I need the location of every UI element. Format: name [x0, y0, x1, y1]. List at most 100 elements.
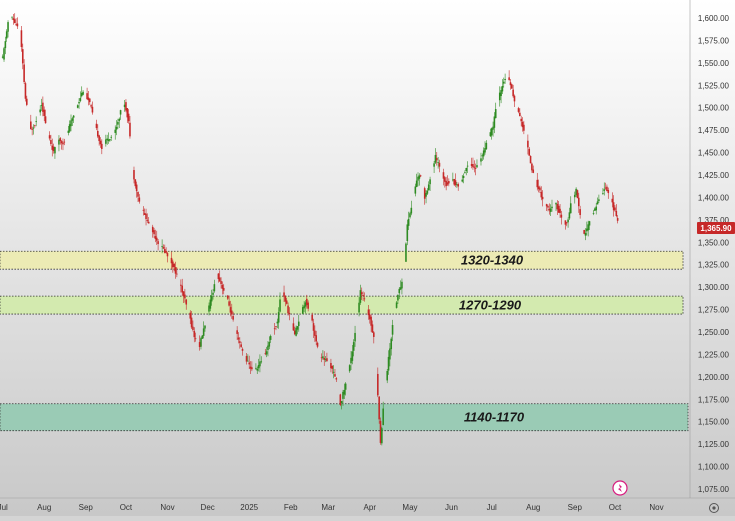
candle-body [98, 135, 100, 142]
price-tick-label: 1,275.00 [698, 306, 730, 315]
candle-body [34, 125, 36, 127]
candle-body [322, 356, 324, 359]
candle-body [79, 98, 82, 101]
candle-body [425, 193, 427, 197]
candle-body [185, 299, 188, 305]
candle-body [306, 298, 308, 305]
candle-body [76, 105, 79, 108]
candle-body [438, 162, 441, 167]
candle-body [315, 335, 317, 342]
candle-body [115, 126, 118, 130]
price-tick-label: 1,150.00 [698, 418, 730, 427]
candle-body [537, 186, 540, 190]
candle-body [293, 330, 296, 335]
candle-body [500, 90, 502, 97]
settings-icon[interactable] [709, 503, 719, 513]
candle-body [452, 179, 454, 181]
candle-body [30, 121, 32, 130]
candle-body [379, 420, 382, 443]
candle-body [474, 168, 477, 169]
candle-body [157, 241, 159, 245]
candle-body [489, 132, 492, 137]
candle-body [462, 175, 465, 178]
time-tick-label: Oct [120, 503, 133, 512]
candle-body [202, 328, 205, 336]
candle-body [127, 113, 130, 122]
zone-label: 1270-1290 [459, 298, 522, 313]
candle-body [154, 236, 157, 240]
candle-body [24, 83, 27, 99]
candle-body [40, 105, 43, 106]
candle-body [576, 190, 579, 199]
candle-body [70, 120, 72, 127]
candle-body [265, 351, 268, 355]
candle-body [490, 128, 493, 136]
candle-body [142, 209, 145, 211]
time-tick-label: Nov [160, 503, 174, 512]
price-tick-label: 1,250.00 [698, 328, 730, 337]
candle-body [241, 348, 244, 351]
candle-body [307, 302, 309, 309]
time-tick-label: Oct [609, 503, 622, 512]
candle-body [217, 273, 220, 280]
candle-body [344, 383, 347, 390]
candle-body [230, 310, 233, 315]
candle-body [596, 201, 599, 205]
candle-body [509, 82, 512, 86]
candle-body [54, 147, 56, 154]
candle-body [555, 203, 557, 205]
time-tick-label: May [402, 503, 417, 512]
candle-body [118, 118, 121, 121]
candle-body [331, 365, 334, 369]
price-tick-label: 1,075.00 [698, 485, 730, 494]
candle-body [137, 191, 139, 197]
candle-body [123, 104, 126, 108]
candle-body [134, 179, 137, 187]
candle-body [256, 368, 259, 371]
candle-body [568, 212, 571, 219]
candle-body [248, 362, 251, 365]
candle-body [326, 358, 328, 362]
candle-body [80, 92, 83, 97]
candle-body [284, 296, 287, 302]
candles [1, 13, 619, 446]
candle-body [358, 302, 360, 313]
candle-body [44, 116, 47, 124]
candle-body [200, 338, 202, 347]
support-zones: 1320-1340 1270-1290 1140-1170 [0, 250, 689, 432]
candle-body [362, 294, 364, 297]
candle-body [1, 56, 4, 58]
time-axis[interactable]: Jul Aug Sep Oct Nov Dec 2025 Feb Mar Apr May Jun Jul… [0, 503, 664, 512]
candle-body [60, 141, 63, 144]
price-axis[interactable]: 1,075.00 1,100.00 1,125.00 1,150.00 1,175.00… [698, 14, 730, 494]
candle-body [480, 158, 482, 162]
candle-body [114, 129, 117, 133]
candle-body [222, 287, 225, 291]
candle-body [283, 292, 285, 297]
candle-body [607, 189, 610, 194]
candle-body [251, 367, 253, 370]
candle-body [101, 143, 103, 149]
candle-body [377, 373, 379, 396]
candle-body [247, 360, 249, 362]
candle-body [519, 112, 521, 117]
candle-body [314, 330, 316, 336]
candle-body [547, 206, 549, 208]
candle-body [68, 124, 71, 132]
replay-icon[interactable] [612, 480, 628, 496]
candle-body [221, 284, 224, 289]
candle-body [592, 213, 595, 214]
candle-body [209, 299, 212, 309]
candle-body [287, 305, 289, 314]
candle-body [612, 202, 615, 211]
price-tick-label: 1,125.00 [698, 440, 730, 449]
candle-body [295, 327, 297, 336]
candle-body [220, 281, 222, 285]
zone-band [0, 250, 684, 270]
candle-body [105, 139, 107, 144]
candle-body [51, 145, 54, 150]
candle-body [78, 101, 80, 104]
candle-body [165, 250, 167, 253]
